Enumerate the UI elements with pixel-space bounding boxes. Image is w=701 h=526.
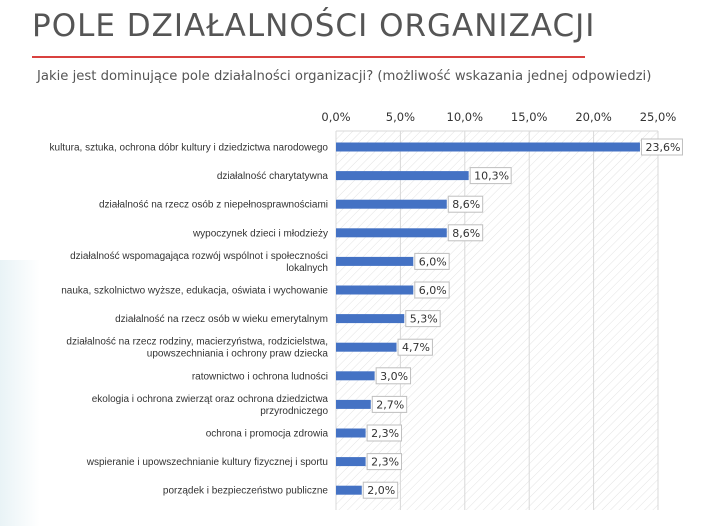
- category-label: ekologia i ochrona zwierząt oraz ochrona…: [92, 394, 329, 405]
- data-label-box: [640, 138, 683, 156]
- category-label: działalność charytatywna: [217, 171, 329, 182]
- bar: [336, 171, 469, 181]
- data-label-box: [366, 453, 403, 471]
- data-label: 2,0%: [367, 484, 395, 497]
- category-label: nauka, szkolnictwo wyższe, edukacja, ośw…: [61, 286, 328, 297]
- category-label: działalność na rzecz osób w wieku emeryt…: [115, 314, 328, 325]
- x-tick-label: 10,0%: [447, 110, 484, 124]
- data-label: 2,3%: [371, 456, 399, 469]
- category-labels: kultura, sztuka, ochrona dóbr kultury i …: [50, 143, 329, 497]
- bar: [336, 228, 447, 238]
- x-tick-label: 25,0%: [640, 110, 677, 124]
- data-label-box: [414, 252, 450, 270]
- category-label: działalność na rzecz osób z niepełnospra…: [99, 200, 328, 211]
- category-label: działalność wspomagająca rozwój wspólnot…: [70, 251, 328, 262]
- category-label: działalność na rzecz rodziny, macierzyńs…: [66, 337, 328, 348]
- data-label: 8,6%: [452, 198, 480, 211]
- survey-question: Jakie jest dominujące pole działalności …: [37, 69, 652, 84]
- bar: [336, 342, 397, 352]
- data-label-box: [366, 424, 403, 442]
- data-label: 23,6%: [645, 141, 680, 154]
- data-label-box: [362, 481, 399, 499]
- data-label: 2,7%: [376, 398, 404, 411]
- data-label: 10,3%: [474, 170, 509, 183]
- background-gradient: [0, 260, 40, 526]
- bar: [336, 314, 405, 324]
- data-label: 8,6%: [452, 227, 480, 240]
- data-label-box: [375, 367, 412, 385]
- data-label: 5,3%: [410, 313, 438, 326]
- bar: [336, 485, 362, 495]
- bar: [336, 199, 447, 209]
- x-tick-label: 0,0%: [321, 110, 350, 124]
- category-label: ratownictwo i ochrona ludności: [192, 371, 328, 382]
- title-underline: [32, 56, 585, 58]
- category-label: upowszechniania i ochrony praw dziecka: [147, 349, 329, 360]
- category-label: kultura, sztuka, ochrona dóbr kultury i …: [50, 143, 329, 154]
- data-label-box: [414, 281, 450, 299]
- data-label-box: [371, 395, 408, 413]
- category-label: lokalnych: [286, 263, 328, 274]
- data-label-box: [397, 338, 433, 356]
- data-label-box: [469, 167, 512, 185]
- category-label: ochrona i promocja zdrowia: [206, 429, 329, 440]
- x-tick-label: 5,0%: [386, 110, 415, 124]
- category-label: wypoczynek dzieci i młodzieży: [192, 228, 328, 239]
- data-label: 2,3%: [371, 427, 399, 440]
- data-label: 4,7%: [402, 341, 430, 354]
- page-title: POLE DZIAŁALNOŚCI ORGANIZACJI: [32, 8, 596, 44]
- bar: [336, 142, 640, 152]
- category-label: przyrodniczego: [260, 406, 328, 417]
- data-label-box: [447, 224, 484, 242]
- bar: [336, 428, 366, 438]
- x-axis-ticks: 0,0% 5,0% 10,0% 15,0% 20,0% 25,0%: [321, 110, 676, 124]
- bar: [336, 371, 375, 381]
- bar: [336, 256, 414, 266]
- category-label: porządek i bezpieczeństwo publiczne: [163, 486, 329, 497]
- bar: [336, 457, 366, 467]
- data-label: 6,0%: [419, 255, 447, 268]
- x-tick-label: 15,0%: [511, 110, 548, 124]
- bar: [336, 285, 414, 295]
- data-label-box: [447, 195, 484, 213]
- data-label: 3,0%: [380, 370, 408, 383]
- bar: [336, 399, 371, 409]
- x-tick-label: 20,0%: [575, 110, 612, 124]
- data-label: 6,0%: [419, 284, 447, 297]
- category-label: wspieranie i upowszechnianie kultury fiz…: [86, 457, 328, 468]
- data-label-box: [405, 310, 441, 328]
- bars: 23,6% 10,3% 8,6% 8,6% 6,0% 6,0% 5,3% 4,7% 3,0% 2,…: [336, 138, 683, 499]
